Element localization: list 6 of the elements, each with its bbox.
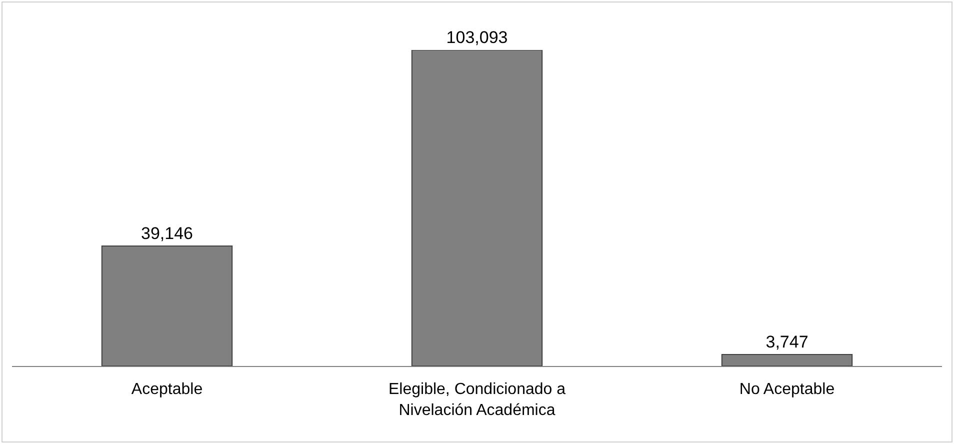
x-tick-label: Aceptable (131, 381, 203, 398)
x-tick-label: Elegible, Condicionado a Nivelación Académica (388, 381, 566, 419)
data-label: 39,146 (141, 224, 193, 244)
data-label: 3,747 (766, 332, 808, 352)
data-label: 103,093 (446, 28, 508, 47)
x-tick-label: No Aceptable (739, 381, 835, 398)
